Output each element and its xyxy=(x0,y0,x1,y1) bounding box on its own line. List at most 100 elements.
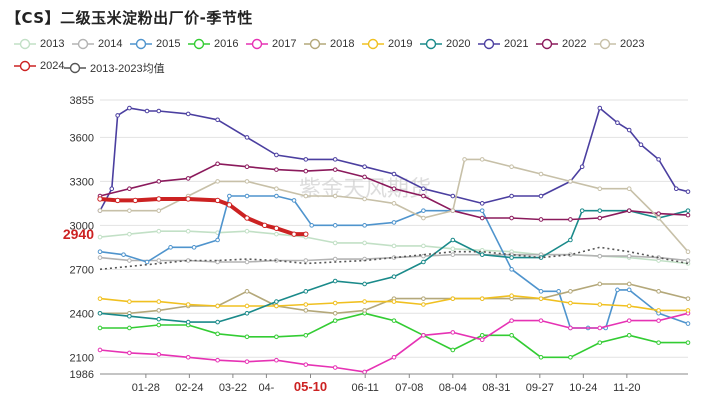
legend-marker-icon xyxy=(420,38,442,50)
data-point-2020 xyxy=(685,208,691,213)
data-point-2019 xyxy=(274,303,279,309)
series-line-2021 xyxy=(99,107,689,212)
legend-item-2021[interactable]: 2021 xyxy=(478,38,528,50)
data-point-2022 xyxy=(391,186,397,191)
x-tick-label: 08-04 xyxy=(439,382,467,394)
data-point-2022 xyxy=(127,186,132,191)
data-point-2021 xyxy=(685,189,691,194)
legend-marker-dot xyxy=(69,62,81,74)
data-point-2023 xyxy=(391,201,397,206)
data-point-2019 xyxy=(685,308,691,313)
x-tick-label: 01-28 xyxy=(132,382,160,394)
data-point-2019 xyxy=(421,302,426,307)
data-point-2022 xyxy=(303,168,309,174)
data-point-2015 xyxy=(538,289,544,294)
data-point-2020 xyxy=(597,208,603,213)
data-point-2024 xyxy=(132,197,138,204)
data-point-2024 xyxy=(226,202,233,208)
data-point-2013 xyxy=(450,246,456,252)
data-point-2020 xyxy=(509,255,514,260)
legend-item-2017[interactable]: 2017 xyxy=(246,38,296,50)
data-point-2015 xyxy=(332,223,338,228)
data-point-2017 xyxy=(538,318,544,323)
legend-marker-dot xyxy=(251,38,263,50)
data-point-2017 xyxy=(421,332,426,338)
data-point-2024 xyxy=(244,215,250,221)
data-point-2014 xyxy=(303,258,309,263)
data-point-2019 xyxy=(626,303,632,309)
data-point-2022 xyxy=(479,215,485,221)
data-point-2022 xyxy=(538,217,544,222)
data-point-2014 xyxy=(244,259,250,265)
data-point-2016 xyxy=(215,331,220,337)
data-point-2014 xyxy=(156,258,162,263)
data-point-2023 xyxy=(509,164,514,170)
data-point-2017 xyxy=(185,354,191,360)
data-point-2022 xyxy=(244,164,250,170)
data-point-2021 xyxy=(144,108,150,114)
legend-item-2014[interactable]: 2014 xyxy=(72,38,122,50)
data-point-2021 xyxy=(274,152,279,158)
data-point-2019 xyxy=(597,302,603,307)
x-tick-label: 04- xyxy=(258,382,274,394)
data-point-2021 xyxy=(638,142,644,148)
data-point-2023 xyxy=(597,186,603,191)
data-point-2020 xyxy=(362,281,367,287)
data-point-2021 xyxy=(156,108,162,114)
legend-item-2019[interactable]: 2019 xyxy=(362,38,412,50)
data-point-2017 xyxy=(509,318,514,323)
data-point-2022 xyxy=(156,179,162,184)
data-point-2020 xyxy=(479,252,485,257)
legend-item-2015[interactable]: 2015 xyxy=(130,38,180,50)
legend-item-2013-2023均值[interactable]: 2013-2023均值 xyxy=(64,60,165,76)
data-point-2020 xyxy=(127,313,132,319)
data-point-2013 xyxy=(274,231,279,237)
data-point-2017 xyxy=(450,330,456,335)
legend-marker-dot xyxy=(19,60,31,72)
legend-item-2024[interactable]: 2024 xyxy=(14,60,64,72)
data-point-2016 xyxy=(303,332,309,338)
data-point-2021 xyxy=(303,157,309,162)
data-point-2014 xyxy=(185,258,191,263)
data-point-2014 xyxy=(626,253,632,259)
legend-label: 2014 xyxy=(98,38,123,50)
legend-label: 2022 xyxy=(562,38,587,50)
legend-marker-dot xyxy=(599,38,611,50)
data-point-2015 xyxy=(291,198,297,203)
data-point-2021 xyxy=(538,193,544,199)
data-point-2022 xyxy=(421,193,426,199)
data-point-2015 xyxy=(121,252,126,257)
legend-item-2023[interactable]: 2023 xyxy=(594,38,644,50)
data-point-2021 xyxy=(115,113,120,118)
data-point-2015 xyxy=(556,289,561,294)
legend-item-2018[interactable]: 2018 xyxy=(304,38,354,50)
legend-item-2016[interactable]: 2016 xyxy=(188,38,238,50)
legend-item-2013[interactable]: 2013 xyxy=(14,38,64,50)
data-point-2019 xyxy=(450,296,456,301)
legend-label: 2024 xyxy=(40,60,65,72)
data-point-2015 xyxy=(144,259,150,265)
y-tick-label: 2100 xyxy=(70,352,94,364)
legend-marker-icon xyxy=(362,38,384,50)
legend-item-2022[interactable]: 2022 xyxy=(536,38,586,50)
data-point-2016 xyxy=(391,318,397,323)
data-point-2013 xyxy=(362,240,367,246)
data-point-2017 xyxy=(362,369,367,375)
data-point-2015 xyxy=(626,287,632,293)
data-point-2013 xyxy=(421,243,426,249)
data-point-2018 xyxy=(362,308,367,313)
legend-item-2020[interactable]: 2020 xyxy=(420,38,470,50)
data-point-2017 xyxy=(274,357,279,363)
data-point-2022 xyxy=(332,167,338,172)
data-point-2024 xyxy=(214,197,221,204)
legend-label: 2013 xyxy=(40,38,65,50)
data-point-2020 xyxy=(450,237,456,243)
data-point-2023 xyxy=(156,208,162,213)
data-point-2023 xyxy=(332,193,338,199)
data-point-2021 xyxy=(673,186,679,191)
data-point-2017 xyxy=(127,350,132,356)
data-point-2016 xyxy=(479,332,485,338)
data-point-2016 xyxy=(127,325,132,331)
y-tick-label: 3300 xyxy=(70,176,94,188)
